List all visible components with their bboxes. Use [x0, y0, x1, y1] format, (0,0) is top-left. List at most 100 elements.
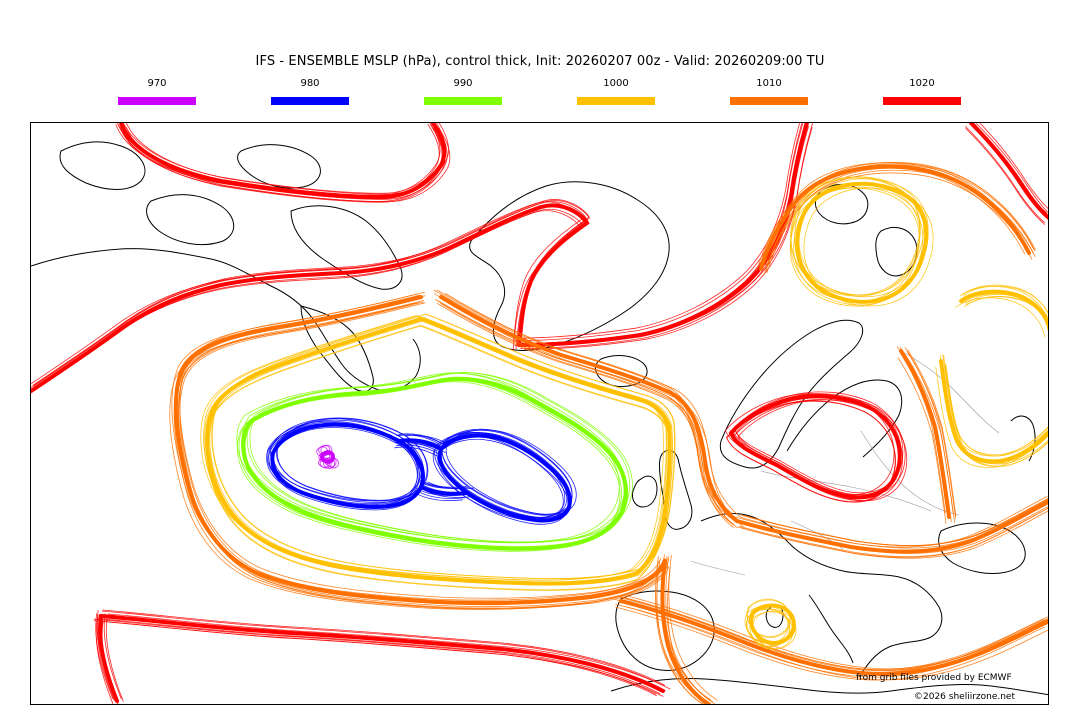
- ensemble-member-line: [620, 597, 1048, 672]
- legend-item-970: 970: [118, 78, 196, 105]
- coast-baffin: [290, 205, 403, 290]
- ensemble-member-line: [31, 201, 588, 388]
- isobar-map: [31, 123, 1048, 704]
- ensemble-member-line: [765, 167, 1035, 271]
- ensemble-member-line: [979, 123, 1048, 210]
- isobar-980-east-core: [437, 433, 572, 523]
- legend-label-970: 970: [147, 78, 167, 89]
- copyright-credit: ©2026 sheliirzone.net: [914, 692, 1015, 702]
- coast-greenland: [469, 181, 670, 351]
- ensemble-member-line: [790, 177, 921, 297]
- ensemble-member-line: [790, 176, 921, 296]
- chart-title: IFS - ENSEMBLE MSLP (hPa), control thick…: [255, 54, 825, 69]
- ensemble-member-line: [517, 123, 806, 344]
- isobar-1010-east-descend: [899, 349, 951, 519]
- ensemble-member-line: [749, 611, 794, 650]
- isobars-970: [316, 444, 339, 469]
- ensemble-member-line: [31, 201, 583, 385]
- ensemble-member-line: [965, 126, 1045, 223]
- ensemble-member-line: [236, 372, 620, 543]
- ensemble-member-line: [102, 615, 666, 691]
- coast-novaya-zemlya: [875, 227, 918, 277]
- coast-black-sea: [938, 522, 1026, 574]
- ensemble-member-line: [445, 429, 577, 516]
- ensemble-member-line: [444, 293, 742, 518]
- legend-swatch-1000: [577, 97, 655, 105]
- isobar-1000-atlantic-ring: [205, 316, 672, 586]
- ensemble-member-line: [440, 303, 738, 528]
- ensemble-member-line: [733, 496, 1048, 548]
- isobar-1010-atlantic-ring: [173, 295, 667, 606]
- ensemble-member-line: [93, 618, 657, 695]
- ensemble-member-line: [105, 615, 124, 702]
- ensemble-member-line: [316, 446, 329, 457]
- ensemble-member-line: [514, 123, 804, 347]
- ensemble-member-line: [97, 618, 661, 695]
- map-panel[interactable]: [30, 122, 1049, 705]
- ensemble-member-line: [100, 621, 664, 697]
- legend-swatch-1010: [730, 97, 808, 105]
- ensemble-member-line: [107, 613, 671, 690]
- coast-europe: [700, 513, 943, 678]
- ensemble-member-line: [656, 560, 704, 704]
- ensemble-member-line: [179, 291, 670, 599]
- ensemble-member-line: [896, 346, 946, 514]
- legend-item-1010: 1010: [730, 78, 808, 105]
- source-credit: from grib files provided by ECMWF: [856, 673, 1012, 683]
- legend-label-1000: 1000: [603, 78, 629, 89]
- ensemble-member-line: [123, 123, 446, 194]
- ensemble-member-line: [405, 434, 475, 490]
- ensemble-member-line: [976, 123, 1048, 214]
- isobars-980: [266, 417, 577, 525]
- legend-item-1000: 1000: [577, 78, 655, 105]
- ensemble-member-line: [803, 187, 934, 307]
- isobar-1020-southwest-loop: [97, 614, 119, 703]
- coastlines: [31, 141, 1048, 696]
- legend-item-990: 990: [424, 78, 502, 105]
- ensemble-member-line: [767, 163, 1036, 267]
- legend-swatch-1020: [883, 97, 961, 105]
- ensemble-member-line: [740, 510, 1048, 559]
- legend-label-980: 980: [300, 78, 320, 89]
- ensemble-member-line: [102, 609, 665, 686]
- ensemble-member-line: [446, 302, 744, 528]
- ensemble-member-line: [738, 507, 1048, 558]
- ensemble-member-line: [514, 123, 803, 341]
- isobar-1010-europe-ribbon: [735, 499, 1048, 554]
- ensemble-member-line: [897, 357, 947, 524]
- isobar-1010-mediterranean: [619, 599, 1048, 677]
- ensemble-member-line: [177, 301, 668, 609]
- isobars-1000: [200, 176, 1048, 650]
- isobar-1010-arctic-ring: [759, 164, 1031, 271]
- ensemble-member-line: [626, 595, 1048, 670]
- isobar-1020-northwest-cell: [119, 123, 447, 200]
- coast-iberia: [615, 590, 715, 672]
- ensemble-member-line: [435, 299, 732, 524]
- ensemble-member-line: [101, 610, 665, 687]
- ensemble-member-line: [94, 620, 657, 696]
- coast-ireland: [632, 475, 658, 508]
- isobar-1020-west-atlantic: [31, 203, 590, 393]
- legend-item-1020: 1020: [883, 78, 961, 105]
- ensemble-member-line: [31, 203, 589, 391]
- ensemble-member-line: [437, 303, 734, 528]
- isobar-1000-east-cell: [939, 289, 1048, 464]
- ensemble-member-line: [238, 379, 622, 551]
- legend: 970 980 990 1000 1010 1020: [0, 78, 1080, 112]
- ensemble-member-line: [906, 356, 955, 523]
- ensemble-member-line: [396, 444, 465, 499]
- legend-swatch-990: [424, 97, 502, 105]
- ensemble-member-line: [513, 123, 801, 339]
- ensemble-member-line: [935, 297, 1046, 468]
- isobar-1000-mediterranean-blob: [749, 603, 796, 645]
- ensemble-member-line: [766, 164, 1035, 268]
- coast-arctic-island-3: [237, 144, 321, 189]
- ensemble-member-line: [944, 296, 1048, 467]
- isobar-1020-southwest: [99, 614, 665, 693]
- isobar-980-bridge: [397, 438, 469, 496]
- isobar-1000-arctic-cell: [794, 181, 929, 304]
- isobar-1020-east-top: [969, 123, 1048, 220]
- ensemble-member-line: [126, 127, 451, 203]
- legend-swatch-980: [271, 97, 349, 105]
- ensemble-member-line: [619, 596, 1048, 671]
